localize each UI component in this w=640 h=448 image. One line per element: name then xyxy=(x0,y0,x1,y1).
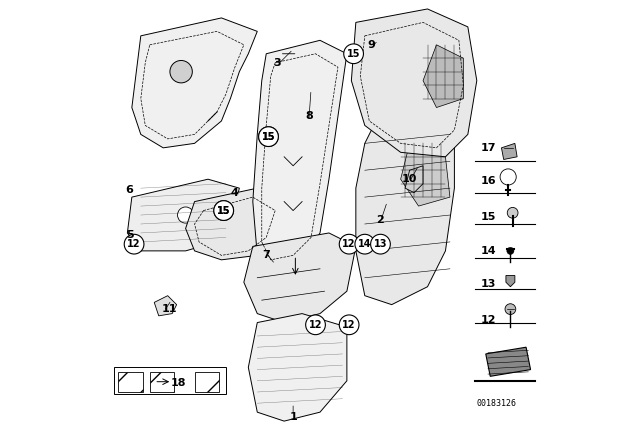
Polygon shape xyxy=(506,276,515,287)
Text: 4: 4 xyxy=(231,188,239,198)
Circle shape xyxy=(259,127,278,146)
Circle shape xyxy=(339,315,359,335)
Polygon shape xyxy=(248,314,347,421)
Text: 13: 13 xyxy=(480,280,496,289)
Text: 3: 3 xyxy=(274,58,281,68)
Polygon shape xyxy=(423,45,463,108)
Text: 12: 12 xyxy=(127,239,141,249)
Text: 10: 10 xyxy=(402,174,417,184)
Text: 15: 15 xyxy=(262,132,275,142)
Text: 15: 15 xyxy=(217,206,230,215)
Text: 11: 11 xyxy=(162,304,178,314)
Polygon shape xyxy=(351,9,477,157)
Polygon shape xyxy=(401,143,450,206)
Text: 8: 8 xyxy=(305,112,313,121)
Text: 15: 15 xyxy=(347,49,360,59)
Text: 12: 12 xyxy=(308,320,323,330)
Circle shape xyxy=(371,234,390,254)
Polygon shape xyxy=(356,112,454,305)
Circle shape xyxy=(214,201,234,220)
Text: 15: 15 xyxy=(262,132,275,142)
Polygon shape xyxy=(127,179,239,251)
Circle shape xyxy=(344,44,364,64)
Text: 18: 18 xyxy=(171,378,187,388)
Circle shape xyxy=(170,60,192,83)
FancyBboxPatch shape xyxy=(195,372,220,392)
Text: 16: 16 xyxy=(480,177,496,186)
Text: 5: 5 xyxy=(126,230,133,240)
Text: 9: 9 xyxy=(367,40,376,50)
Circle shape xyxy=(507,247,514,254)
Polygon shape xyxy=(253,40,347,269)
Text: 14: 14 xyxy=(358,239,372,249)
Polygon shape xyxy=(405,166,423,193)
Polygon shape xyxy=(154,296,177,316)
Text: 12: 12 xyxy=(342,239,356,249)
Circle shape xyxy=(339,234,359,254)
Polygon shape xyxy=(244,233,356,323)
Text: 1: 1 xyxy=(289,412,297,422)
FancyBboxPatch shape xyxy=(114,367,226,394)
Polygon shape xyxy=(186,188,284,260)
Text: 14: 14 xyxy=(480,246,496,256)
Circle shape xyxy=(355,234,374,254)
Circle shape xyxy=(306,315,325,335)
FancyBboxPatch shape xyxy=(118,372,143,392)
Circle shape xyxy=(505,304,516,314)
Text: 12: 12 xyxy=(342,320,356,330)
Text: 2: 2 xyxy=(376,215,385,224)
Circle shape xyxy=(124,234,144,254)
Text: 15: 15 xyxy=(217,206,230,215)
Circle shape xyxy=(259,127,278,146)
Text: 6: 6 xyxy=(125,185,134,195)
Text: 12: 12 xyxy=(480,315,496,325)
Polygon shape xyxy=(502,143,517,159)
Polygon shape xyxy=(486,347,531,376)
Circle shape xyxy=(500,169,516,185)
Text: 15: 15 xyxy=(480,212,496,222)
Text: 00183126: 00183126 xyxy=(477,399,517,408)
Text: 13: 13 xyxy=(374,239,387,249)
Text: 7: 7 xyxy=(262,250,270,260)
Text: 17: 17 xyxy=(480,143,496,153)
Circle shape xyxy=(214,201,234,220)
Polygon shape xyxy=(132,18,257,148)
Circle shape xyxy=(177,207,194,223)
FancyBboxPatch shape xyxy=(150,372,174,392)
Circle shape xyxy=(508,207,518,218)
